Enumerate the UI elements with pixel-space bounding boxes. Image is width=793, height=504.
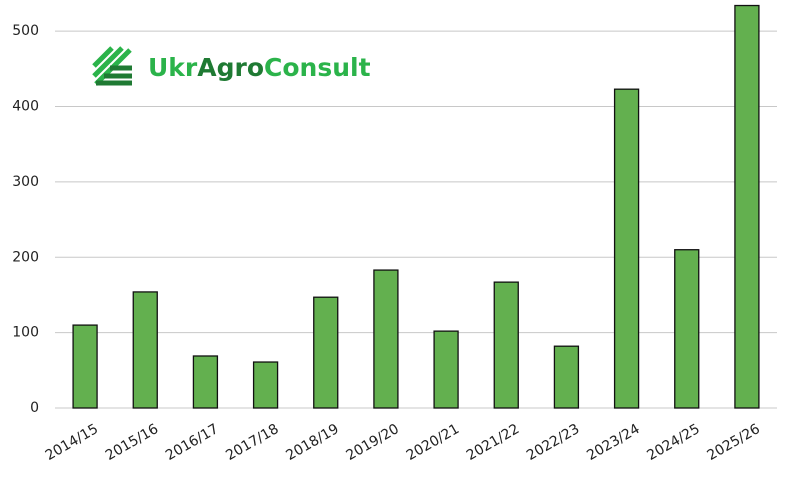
y-tick-label: 400 [12, 99, 39, 115]
x-tick-label: 2016/17 [163, 421, 221, 464]
logo-part: Consult [264, 53, 371, 82]
bar [72, 324, 98, 409]
bar [313, 296, 339, 409]
bar [553, 345, 580, 409]
x-tick-label: 2014/15 [43, 421, 101, 464]
logo-part: Ukr [148, 53, 198, 82]
y-tick-label: 500 [12, 23, 39, 39]
y-tick-label: 100 [12, 325, 39, 341]
y-tick-label: 200 [12, 249, 39, 265]
bar [192, 355, 219, 409]
bar [493, 281, 519, 409]
x-tick-label: 2025/26 [705, 421, 763, 464]
y-tick-label: 0 [30, 400, 39, 416]
logo-text: UkrAgroConsult [148, 53, 371, 82]
x-tick-label: 2017/18 [223, 421, 281, 464]
x-tick-label: 2023/24 [584, 421, 642, 464]
x-tick-label: 2024/25 [644, 421, 702, 464]
x-tick-label: 2022/23 [524, 421, 582, 464]
bar [252, 361, 279, 409]
logo-icon [92, 46, 132, 86]
bar [674, 249, 700, 409]
bar [433, 330, 459, 409]
x-tick-label: 2019/20 [344, 421, 402, 464]
bar [132, 291, 158, 409]
y-tick-label: 300 [12, 174, 39, 190]
x-tick-label: 2015/16 [103, 421, 161, 464]
bar [734, 4, 760, 409]
x-tick-label: 2018/19 [283, 421, 341, 464]
x-tick-label: 2021/22 [464, 421, 522, 464]
x-tick-label: 2020/21 [404, 421, 462, 464]
logo-part: Agro [197, 53, 264, 82]
bar [373, 269, 399, 409]
bar [613, 88, 640, 409]
